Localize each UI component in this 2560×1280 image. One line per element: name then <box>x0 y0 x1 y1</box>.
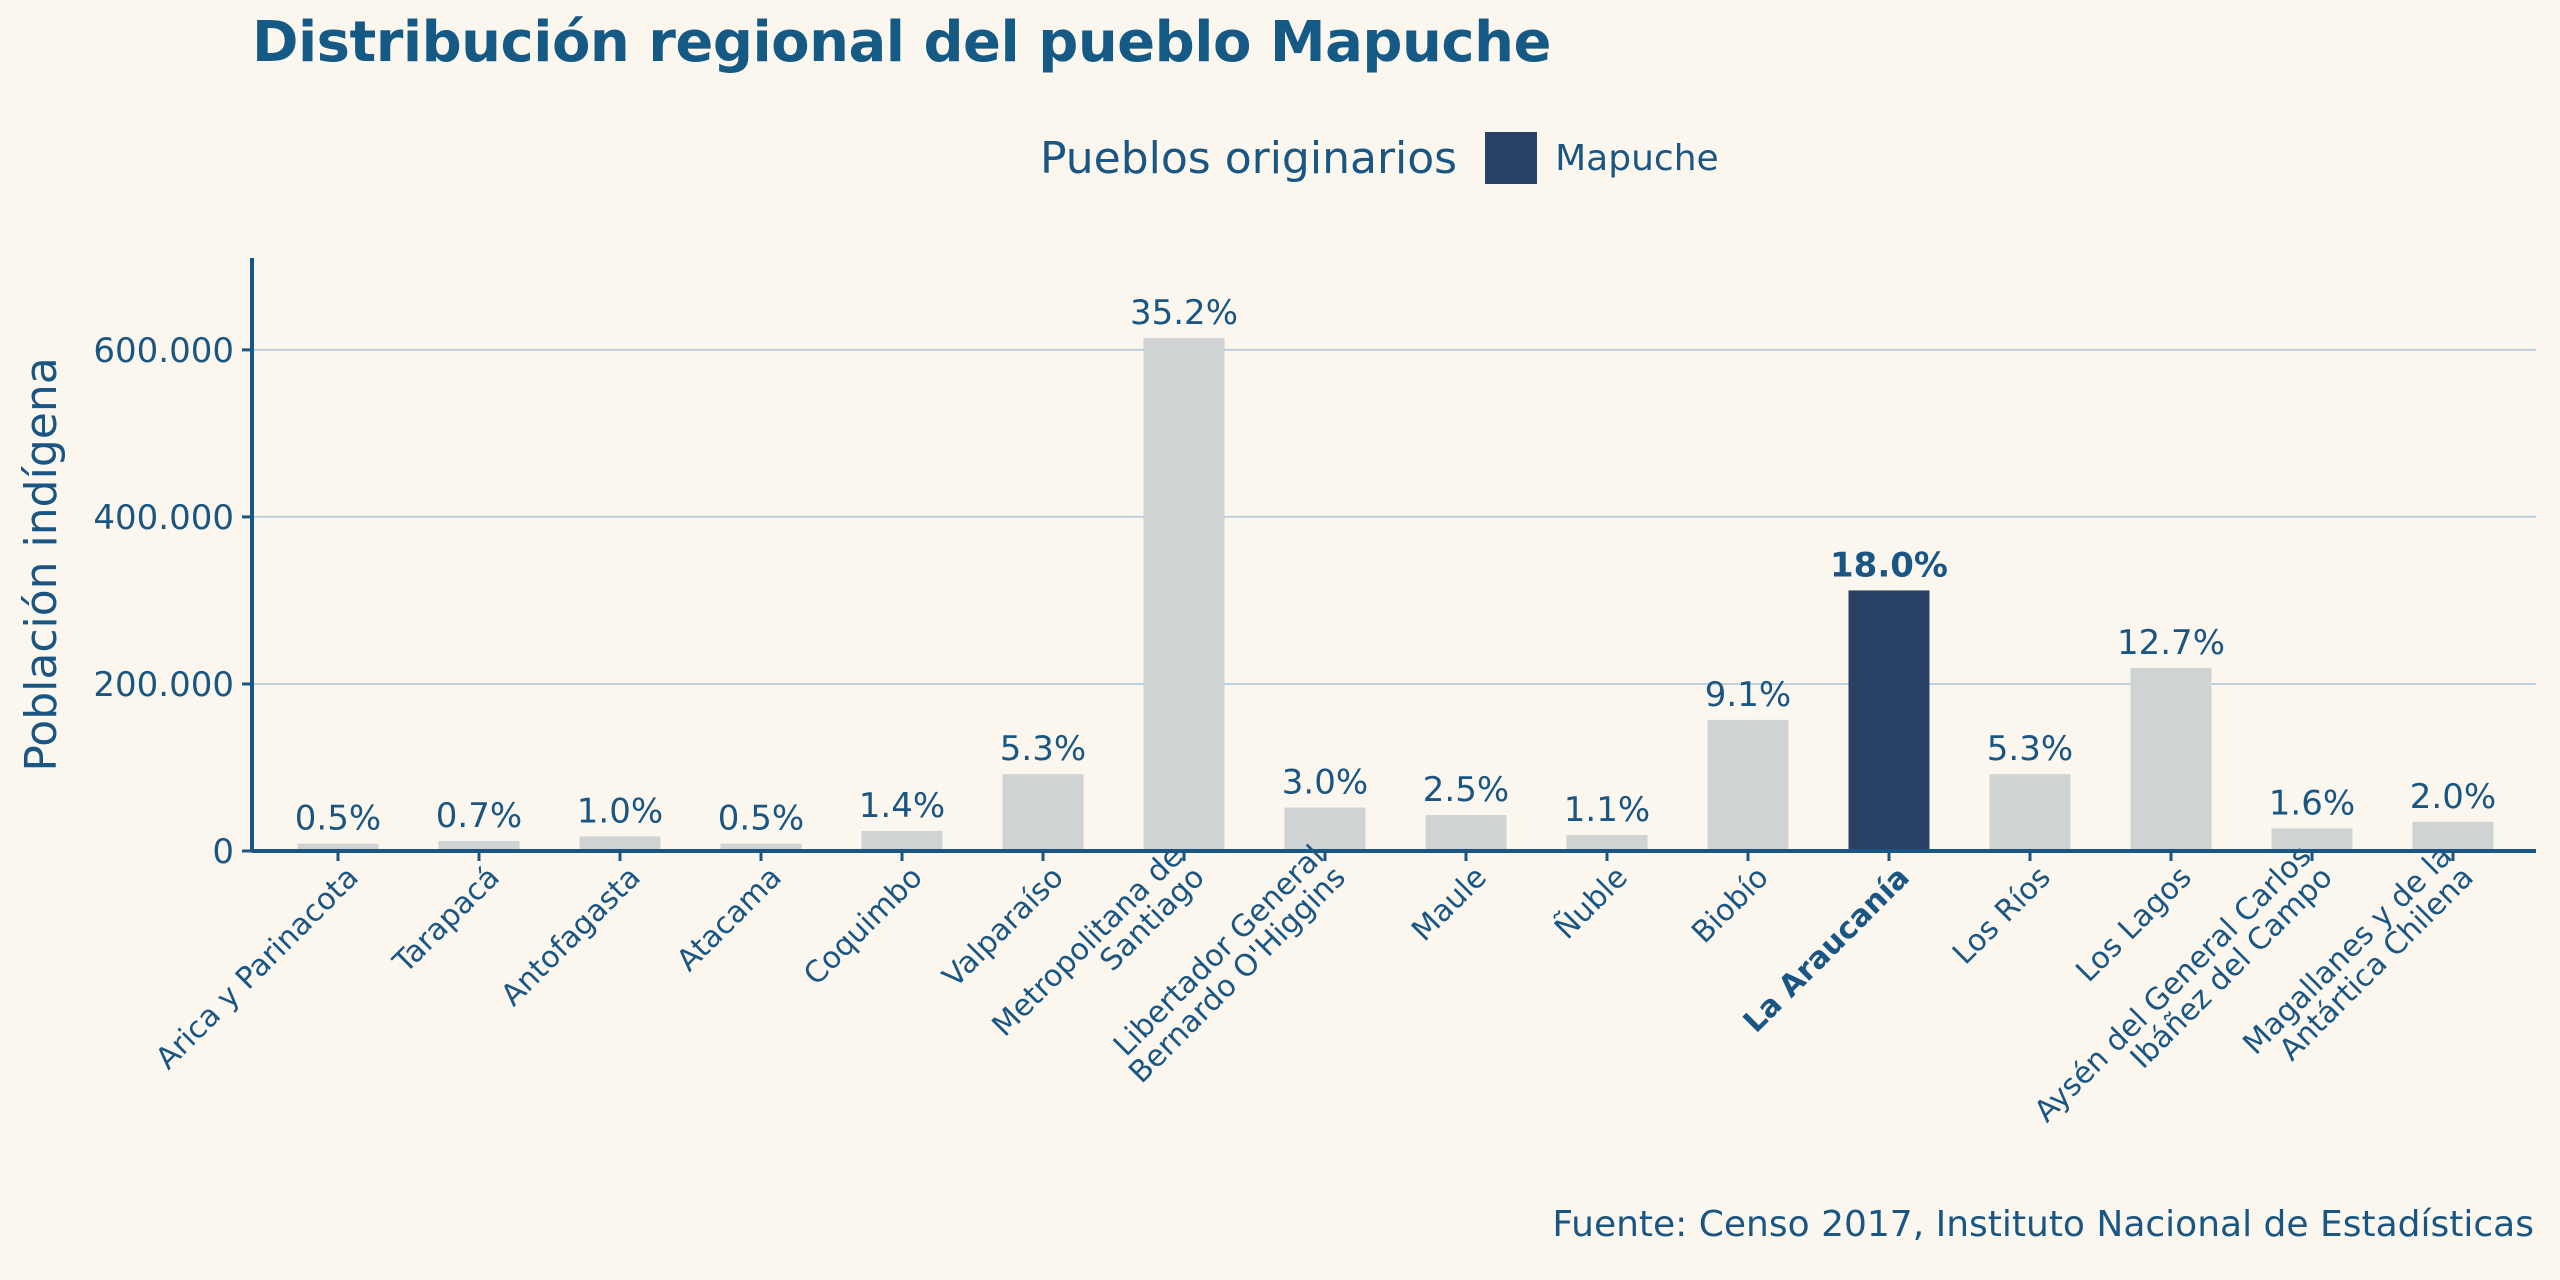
x-tick-label-line: Maule <box>1405 860 1493 948</box>
labels: 0 200.000 400.000 600.000 Población indígena… <box>16 293 2496 1129</box>
bar <box>2271 828 2353 851</box>
x-tick-label: Biobío <box>1685 860 1776 951</box>
x-tick-label: Coquimbo <box>797 860 929 992</box>
y-tick-label: 200.000 <box>93 665 234 705</box>
legend-label-mapuche: Mapuche <box>1555 137 1719 179</box>
bar <box>1707 719 1789 851</box>
x-tick-label-line: Biobío <box>1685 860 1776 951</box>
bar <box>1566 835 1648 851</box>
bar <box>1284 807 1366 851</box>
x-tick-label: Ñuble <box>1547 859 1634 946</box>
data-label: 0.7% <box>436 796 522 836</box>
data-label: 0.5% <box>718 799 804 839</box>
axes <box>242 258 2536 861</box>
bar <box>1002 774 1084 851</box>
y-axis-label: Población indígena <box>16 357 67 771</box>
x-tick-label-line: Antofagasta <box>494 860 647 1013</box>
bar <box>1989 774 2071 851</box>
bars <box>297 338 2494 851</box>
x-tick-label-line: Ñuble <box>1547 859 1634 946</box>
x-tick-label-line: Coquimbo <box>797 860 929 992</box>
legend: Pueblos originarios Mapuche <box>1040 128 1719 188</box>
y-tick-label: 0 <box>212 832 234 872</box>
x-tick-label-line: Atacama <box>670 860 789 979</box>
chart-title: Distribución regional del pueblo Mapuche <box>252 10 1551 75</box>
bar <box>720 843 802 851</box>
x-tick-label: Tarapacá <box>386 860 507 981</box>
data-label: 9.1% <box>1705 675 1791 715</box>
data-label: 12.7% <box>2117 623 2225 663</box>
data-label: 35.2% <box>1130 293 1238 333</box>
data-label: 2.5% <box>1423 770 1509 810</box>
legend-title: Pueblos originarios <box>1040 132 1458 184</box>
bar <box>2130 668 2212 851</box>
data-label: 1.1% <box>1564 790 1650 830</box>
bar <box>579 836 661 851</box>
data-label: 1.6% <box>2269 783 2355 823</box>
data-label: 3.0% <box>1282 763 1368 803</box>
y-tick-label: 600.000 <box>93 331 234 371</box>
bar <box>2412 821 2494 851</box>
data-label: 1.0% <box>577 791 663 831</box>
bar <box>297 843 379 851</box>
bar <box>1848 590 1930 851</box>
x-tick-label: Arica y Parinacota <box>149 860 365 1076</box>
x-tick-label-line: Arica y Parinacota <box>149 860 365 1076</box>
x-tick-label: Los Ríos <box>1946 860 2058 972</box>
bar <box>438 840 520 851</box>
source-note: Fuente: Censo 2017, Instituto Nacional d… <box>1552 1204 2534 1245</box>
x-tick-label-line: Tarapacá <box>386 860 507 981</box>
data-label: 18.0% <box>1830 545 1948 585</box>
bar <box>1425 815 1507 851</box>
x-tick-label-line: Los Ríos <box>1946 860 2058 972</box>
x-tick-label: Maule <box>1405 860 1493 948</box>
data-label: 1.4% <box>859 786 945 826</box>
legend-swatch-mapuche <box>1485 132 1538 184</box>
x-tick-label: Atacama <box>670 860 789 979</box>
y-tick-label: 400.000 <box>93 498 234 538</box>
x-tick-label: Antofagasta <box>494 860 647 1013</box>
data-label: 5.3% <box>1000 729 1086 769</box>
bar <box>1143 338 1225 851</box>
data-label: 0.5% <box>295 799 381 839</box>
data-label: 5.3% <box>1987 729 2073 769</box>
data-label: 2.0% <box>2410 777 2496 817</box>
bar <box>861 830 943 851</box>
